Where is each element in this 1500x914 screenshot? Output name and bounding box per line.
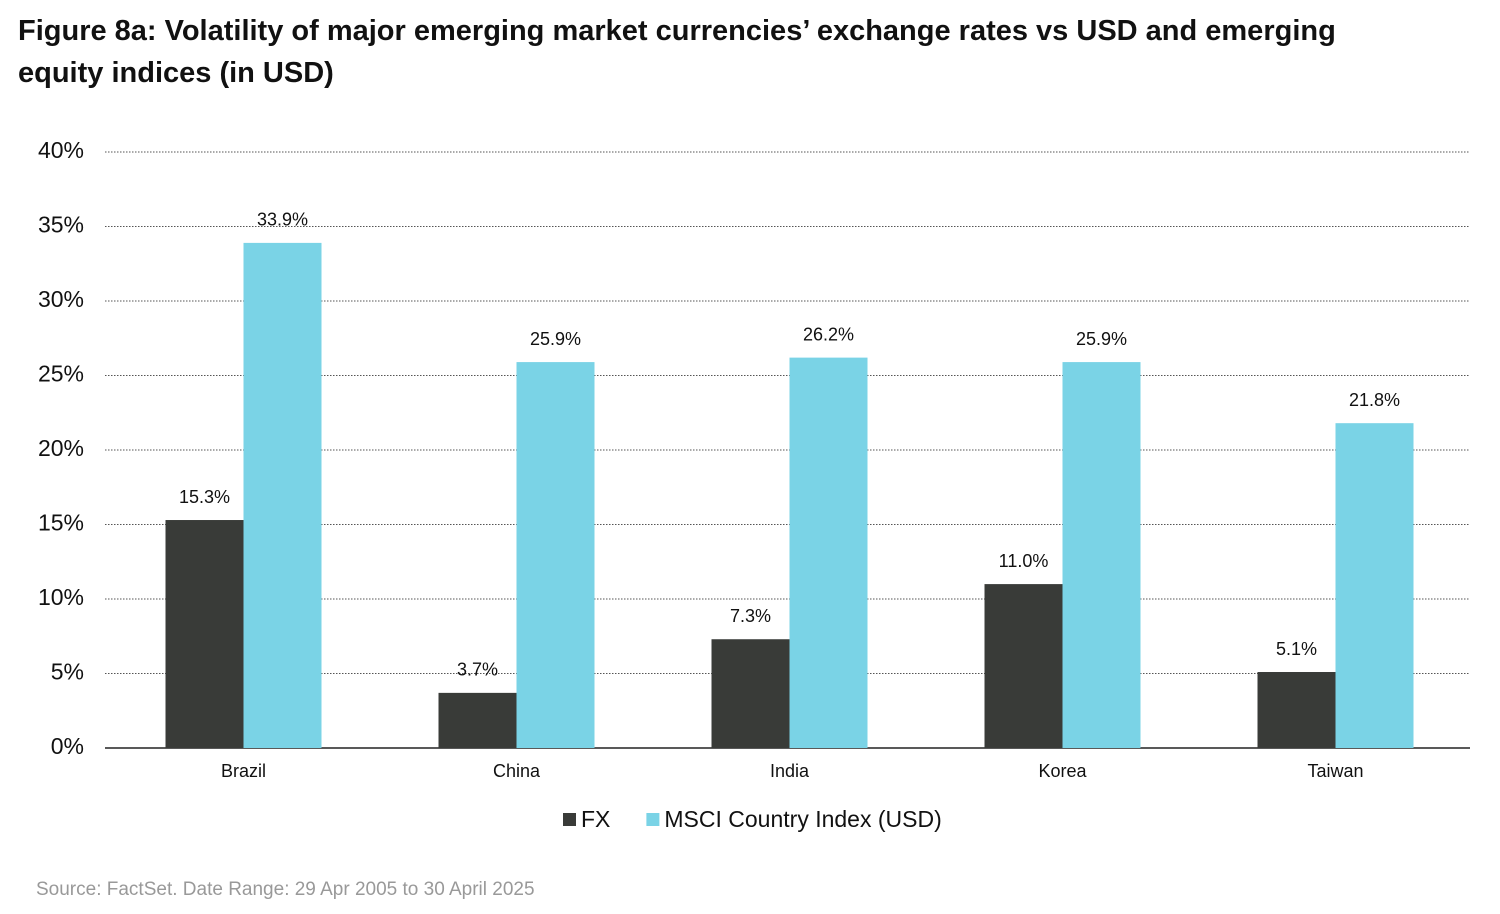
- data-label: 33.9%: [257, 210, 308, 230]
- data-label: 25.9%: [530, 329, 581, 349]
- legend-swatch: [563, 813, 576, 826]
- y-tick-label: 0%: [51, 733, 84, 759]
- chart-title: Figure 8a: Volatility of major emerging …: [18, 15, 1336, 89]
- y-tick-label: 10%: [38, 584, 84, 610]
- bar: [1062, 362, 1141, 748]
- legend-label: FX: [581, 806, 610, 832]
- bar: [516, 362, 595, 748]
- x-tick-label: India: [770, 761, 810, 781]
- x-tick-label: China: [493, 761, 541, 781]
- bar: [1257, 672, 1336, 748]
- bar: [1335, 423, 1414, 748]
- data-label: 26.2%: [803, 324, 854, 344]
- y-tick-label: 40%: [38, 137, 84, 163]
- data-label: 15.3%: [179, 487, 230, 507]
- bar: [165, 520, 244, 748]
- y-tick-label: 15%: [38, 510, 84, 536]
- data-label: 11.0%: [999, 551, 1049, 571]
- x-tick-label: Taiwan: [1307, 761, 1363, 781]
- y-tick-label: 5%: [51, 659, 84, 685]
- y-tick-label: 35%: [38, 212, 84, 238]
- bar: [984, 584, 1063, 748]
- y-tick-label: 30%: [38, 286, 84, 312]
- bar: [711, 639, 790, 748]
- legend-swatch: [646, 813, 660, 826]
- data-label: 5.1%: [1276, 639, 1317, 659]
- x-tick-label: Korea: [1038, 761, 1087, 781]
- data-label: 7.3%: [730, 606, 771, 626]
- y-tick-label: 25%: [38, 361, 84, 387]
- bar: [243, 242, 322, 748]
- source-note: Source: FactSet. Date Range: 29 Apr 2005…: [36, 879, 535, 900]
- data-label: 25.9%: [1076, 329, 1127, 349]
- y-tick-label: 20%: [38, 435, 84, 461]
- x-tick-label: Brazil: [221, 761, 266, 781]
- data-label: 21.8%: [1349, 390, 1400, 410]
- legend-label: MSCI Country Index (USD): [664, 806, 941, 832]
- data-label: 3.7%: [457, 660, 498, 680]
- bar: [438, 692, 517, 748]
- bar: [789, 357, 868, 748]
